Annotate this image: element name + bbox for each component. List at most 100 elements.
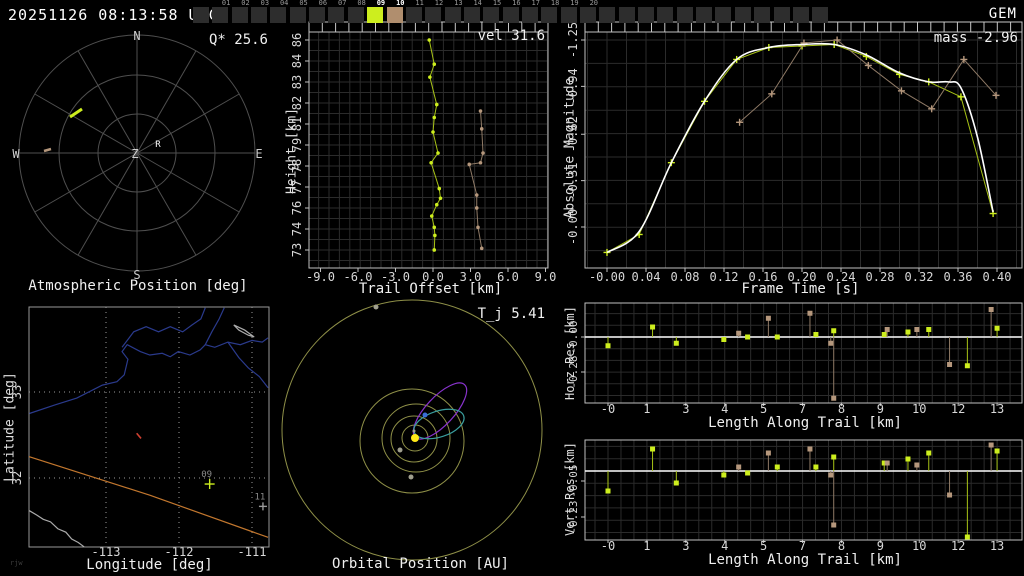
svg-text:09: 09 bbox=[201, 470, 212, 480]
filmstrip-frame-02[interactable]: 02 bbox=[231, 0, 250, 23]
filmstrip-frame[interactable] bbox=[657, 7, 674, 23]
svg-text:9: 9 bbox=[877, 402, 884, 416]
svg-text:0.08: 0.08 bbox=[671, 270, 700, 284]
frame-number: 15 bbox=[492, 0, 502, 7]
svg-text:S: S bbox=[133, 268, 140, 282]
frame-number: 09 bbox=[376, 0, 386, 7]
svg-text:-9.0: -9.0 bbox=[306, 270, 335, 284]
svg-text:-3.0: -3.0 bbox=[381, 270, 410, 284]
filmstrip-frame-19[interactable]: 19 bbox=[560, 0, 579, 23]
svg-text:0.04: 0.04 bbox=[632, 270, 661, 284]
svg-text:8: 8 bbox=[838, 402, 845, 416]
svg-text:0.40: 0.40 bbox=[983, 270, 1012, 284]
svg-text:0.24: 0.24 bbox=[827, 270, 856, 284]
svg-text:82: 82 bbox=[290, 96, 304, 110]
filmstrip-frame[interactable] bbox=[773, 7, 790, 23]
svg-text:78: 78 bbox=[290, 159, 304, 173]
filmstrip-frame[interactable] bbox=[696, 7, 713, 23]
svg-text:0.32: 0.32 bbox=[905, 270, 934, 284]
svg-text:3: 3 bbox=[682, 402, 689, 416]
svg-text:-1.25: -1.25 bbox=[566, 22, 580, 58]
filmstrip-frame-14[interactable]: 14 bbox=[463, 0, 482, 23]
svg-text:10: 10 bbox=[912, 402, 926, 416]
svg-text:73: 73 bbox=[290, 243, 304, 257]
filmstrip-frame-08[interactable]: 08 bbox=[347, 0, 366, 23]
filmstrip-frame-16[interactable]: 16 bbox=[502, 0, 521, 23]
svg-text:1: 1 bbox=[643, 402, 650, 416]
filmstrip-frame-15[interactable]: 15 bbox=[483, 0, 501, 23]
frame-number: 01 bbox=[221, 0, 231, 7]
frame-number: 04 bbox=[279, 0, 289, 7]
frame-number: 06 bbox=[318, 0, 328, 7]
svg-text:4: 4 bbox=[721, 539, 728, 553]
frame-number: 14 bbox=[473, 0, 482, 7]
svg-text:74: 74 bbox=[290, 222, 304, 236]
svg-text:9: 9 bbox=[877, 539, 884, 553]
frame-filmstrip: 01 02 03 04 05 06 07 08 09 10 11 12 13 14 15 16 17 18 19 20 bbox=[0, 0, 1024, 30]
svg-text:33: 33 bbox=[10, 385, 24, 399]
filmstrip-frame[interactable] bbox=[754, 7, 771, 23]
svg-text:-0.28: -0.28 bbox=[567, 355, 580, 388]
svg-text:13: 13 bbox=[990, 539, 1004, 553]
lightcurve-ylabel: Absolute Magnitude bbox=[562, 77, 578, 219]
svg-text:5: 5 bbox=[760, 539, 767, 553]
filmstrip-frame-09[interactable]: 09 bbox=[367, 0, 385, 23]
filmstrip-frame-17[interactable]: 17 bbox=[521, 0, 540, 23]
filmstrip-frame-01[interactable]: 01 bbox=[212, 0, 230, 23]
filmstrip-frame[interactable] bbox=[638, 7, 655, 23]
horz-residuals-plot: -0 1 3 4 5 7 8 9 10 12 13-0.00-0.28 bbox=[567, 302, 1023, 416]
svg-text:-111: -111 bbox=[238, 545, 267, 559]
svg-text:6.0: 6.0 bbox=[497, 270, 519, 284]
map-xlabel: Longitude [deg] bbox=[86, 557, 213, 573]
velocity-annotation: vel 31.6 bbox=[477, 28, 545, 44]
filmstrip-frame-07[interactable]: 07 bbox=[328, 0, 346, 23]
filmstrip-frame-05[interactable]: 05 bbox=[289, 0, 308, 23]
svg-text:9.0: 9.0 bbox=[535, 270, 557, 284]
filmstrip-frame-12[interactable]: 12 bbox=[425, 0, 443, 23]
svg-text:-0.00: -0.00 bbox=[567, 320, 580, 353]
svg-text:3.0: 3.0 bbox=[460, 270, 482, 284]
svg-text:3: 3 bbox=[682, 539, 689, 553]
svg-text:-0.31: -0.31 bbox=[566, 163, 580, 199]
svg-text:-0: -0 bbox=[601, 402, 615, 416]
svg-text:83: 83 bbox=[290, 75, 304, 89]
svg-text:-6.0: -6.0 bbox=[344, 270, 373, 284]
filmstrip-frame-13[interactable]: 13 bbox=[444, 0, 463, 23]
frame-number: 03 bbox=[260, 0, 270, 7]
horz-res-xlabel: Length Along Trail [km] bbox=[708, 415, 902, 431]
filmstrip-frame-18[interactable]: 18 bbox=[541, 0, 559, 23]
filmstrip-frame[interactable] bbox=[792, 7, 809, 23]
filmstrip-frame[interactable] bbox=[676, 7, 693, 23]
map-ylabel: Latitude [deg] bbox=[2, 372, 18, 482]
frame-number: 10 bbox=[396, 0, 405, 7]
filmstrip-frame[interactable] bbox=[193, 7, 209, 23]
filmstrip-frame[interactable] bbox=[599, 7, 616, 23]
svg-text:79: 79 bbox=[290, 138, 304, 152]
frame-number: 13 bbox=[454, 0, 463, 7]
svg-text:0.16: 0.16 bbox=[749, 270, 778, 284]
svg-text:-0.05: -0.05 bbox=[567, 464, 580, 497]
filmstrip-frame[interactable] bbox=[618, 7, 635, 23]
svg-text:13: 13 bbox=[990, 402, 1004, 416]
svg-text:12: 12 bbox=[951, 402, 965, 416]
filmstrip-frame[interactable] bbox=[715, 7, 732, 23]
filmstrip-frame-04[interactable]: 04 bbox=[270, 0, 288, 23]
vert-res-xlabel: Length Along Trail [km] bbox=[708, 552, 902, 568]
horz-res-ylabel: Horz Res [km] bbox=[563, 306, 577, 400]
svg-text:-0.94: -0.94 bbox=[566, 68, 580, 104]
filmstrip-frame-10[interactable]: 10 bbox=[386, 0, 405, 23]
filmstrip-frame-06[interactable]: 06 bbox=[309, 0, 327, 23]
filmstrip-frame-11[interactable]: 11 bbox=[405, 0, 424, 23]
svg-text:7: 7 bbox=[799, 402, 806, 416]
orbital-position-plot bbox=[281, 299, 543, 561]
filmstrip-frame-20[interactable]: 20 bbox=[580, 0, 598, 23]
svg-text:-0: -0 bbox=[601, 539, 615, 553]
filmstrip-frame[interactable] bbox=[734, 7, 751, 23]
filmstrip-frame[interactable] bbox=[812, 7, 829, 23]
svg-text:0.28: 0.28 bbox=[866, 270, 895, 284]
frame-number: 08 bbox=[357, 0, 366, 7]
vert-residuals-plot: -0 1 3 4 5 7 8 9 10 12 13-0.05-0.23 bbox=[567, 439, 1023, 553]
filmstrip-frame-03[interactable]: 03 bbox=[251, 0, 269, 23]
